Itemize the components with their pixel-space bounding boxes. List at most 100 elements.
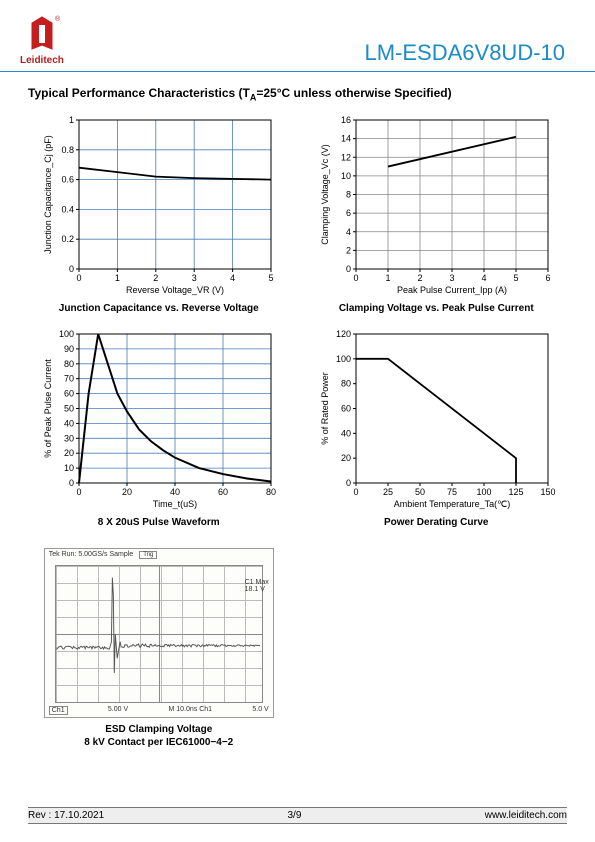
- svg-text:0: 0: [354, 273, 359, 283]
- section-title: Typical Performance Characteristics (TA=…: [0, 72, 595, 112]
- svg-text:2: 2: [418, 273, 423, 283]
- svg-text:®: ®: [55, 15, 61, 23]
- svg-text:100: 100: [59, 329, 74, 339]
- svg-text:Clamping Voltage_Vc (V): Clamping Voltage_Vc (V): [320, 145, 330, 246]
- chart-caption: 8 X 20uS Pulse Waveform: [98, 517, 220, 528]
- svg-text:70: 70: [64, 374, 74, 384]
- page-header: ® Leiditech LM-ESDA6V8UD-10: [0, 0, 595, 72]
- chart-caption: Junction Capacitance vs. Reverse Voltage: [59, 303, 259, 314]
- scope-grid: [55, 565, 263, 703]
- svg-text:4: 4: [346, 227, 351, 237]
- svg-text:6: 6: [346, 209, 351, 219]
- svg-text:60: 60: [64, 389, 74, 399]
- rev-date: 17.10.2021: [54, 810, 104, 821]
- svg-text:125: 125: [509, 487, 524, 497]
- svg-text:0: 0: [346, 478, 351, 488]
- scope-vdiv: 5.00 V: [108, 706, 128, 715]
- chart-derating: 0255075100125150020406080100120Ambient T…: [308, 326, 566, 528]
- svg-text:10: 10: [64, 463, 74, 473]
- scope-trace: [56, 566, 262, 702]
- scope-footer: Ch1 5.00 V M 10.0ns Ch1 5.0 V: [49, 706, 269, 715]
- chart-caption: Power Derating Curve: [384, 517, 488, 528]
- section-title-pre: Typical Performance Characteristics (T: [28, 86, 250, 100]
- svg-text:% of Peak Pulse Current: % of Peak Pulse Current: [43, 359, 53, 458]
- svg-text:80: 80: [266, 487, 276, 497]
- chart-svg: 0255075100125150020406080100120Ambient T…: [316, 326, 556, 511]
- scope-run-label: Tek Run: 5.00GS/s Sample: [49, 551, 133, 559]
- svg-text:150: 150: [541, 487, 556, 497]
- svg-text:3: 3: [191, 273, 196, 283]
- svg-text:6: 6: [546, 273, 551, 283]
- svg-text:1: 1: [69, 115, 74, 125]
- svg-text:0: 0: [69, 478, 74, 488]
- part-number: LM-ESDA6V8UD-10: [364, 40, 565, 66]
- svg-text:4: 4: [230, 273, 235, 283]
- page-footer: Rev : 17.10.2021 3/9 www.leiditech.com: [28, 807, 567, 824]
- svg-text:120: 120: [336, 329, 351, 339]
- brand-logo: ® Leiditech: [20, 15, 64, 66]
- svg-text:10: 10: [341, 171, 351, 181]
- chart-svg: 01234560246810121416Peak Pulse Current_I…: [316, 112, 556, 297]
- svg-text:60: 60: [218, 487, 228, 497]
- footer-url: www.leiditech.com: [485, 810, 567, 821]
- svg-text:16: 16: [341, 115, 351, 125]
- svg-text:20: 20: [341, 454, 351, 464]
- scope-header: Tek Run: 5.00GS/s Sample Trig: [45, 549, 273, 561]
- svg-text:Junction Capacitance_Cj (pF): Junction Capacitance_Cj (pF): [43, 136, 53, 255]
- svg-text:40: 40: [341, 429, 351, 439]
- svg-text:3: 3: [450, 273, 455, 283]
- chart-cap-vs-vr: 0 1 2 3 4 5 0 0.2 0.4 0.6 0.8 1 Reverse Voltage_VR (…: [30, 112, 288, 314]
- oscilloscope-capture: Tek Run: 5.00GS/s Sample Trig C1 Max18.1…: [44, 548, 274, 718]
- chart-svg: 0 1 2 3 4 5 0 0.2 0.4 0.6 0.8 1 Reverse Voltage_VR (…: [39, 112, 279, 297]
- svg-text:0: 0: [76, 487, 81, 497]
- svg-text:Reverse Voltage_VR (V): Reverse Voltage_VR (V): [126, 285, 224, 295]
- chart-esd-scope: Tek Run: 5.00GS/s Sample Trig C1 Max18.1…: [30, 540, 288, 748]
- section-title-post: =25°C unless otherwise Specified): [256, 86, 451, 100]
- chart-subcaption: 8 kV Contact per IEC61000−4−2: [84, 737, 233, 748]
- svg-text:0: 0: [69, 264, 74, 274]
- svg-text:0.2: 0.2: [61, 235, 74, 245]
- svg-text:5: 5: [514, 273, 519, 283]
- svg-text:0.8: 0.8: [61, 145, 74, 155]
- logo-icon: ®: [22, 15, 62, 53]
- svg-text:100: 100: [477, 487, 492, 497]
- svg-text:30: 30: [64, 434, 74, 444]
- svg-text:90: 90: [64, 344, 74, 354]
- svg-text:0: 0: [346, 264, 351, 274]
- rev-label: Rev :: [28, 810, 51, 821]
- chart-pulse: 0204060800102030405060708090100Time_t(uS…: [30, 326, 288, 528]
- svg-text:25: 25: [383, 487, 393, 497]
- footer-page: 3/9: [288, 810, 302, 821]
- svg-text:20: 20: [122, 487, 132, 497]
- svg-text:0.4: 0.4: [61, 205, 74, 215]
- svg-text:5: 5: [268, 273, 273, 283]
- svg-text:80: 80: [341, 379, 351, 389]
- chart-svg: 0204060800102030405060708090100Time_t(uS…: [39, 326, 279, 511]
- svg-text:14: 14: [341, 134, 351, 144]
- svg-text:1: 1: [386, 273, 391, 283]
- svg-text:80: 80: [64, 359, 74, 369]
- chart-caption: ESD Clamping Voltage: [105, 724, 212, 735]
- svg-text:40: 40: [170, 487, 180, 497]
- svg-text:2: 2: [153, 273, 158, 283]
- scope-ch-indicator: Ch1: [49, 706, 68, 715]
- svg-text:2: 2: [346, 246, 351, 256]
- svg-text:50: 50: [415, 487, 425, 497]
- svg-text:60: 60: [341, 404, 351, 414]
- chart-vc-vs-ipp: 01234560246810121416Peak Pulse Current_I…: [308, 112, 566, 314]
- scope-trig-icon: Trig: [139, 551, 157, 559]
- svg-text:75: 75: [447, 487, 457, 497]
- chart-caption: Clamping Voltage vs. Peak Pulse Current: [339, 303, 534, 314]
- svg-text:4: 4: [482, 273, 487, 283]
- footer-rev: Rev : 17.10.2021: [28, 810, 104, 821]
- charts-grid: 01234500.20.40.60.81Reverse Voltage_VR (…: [0, 112, 595, 748]
- svg-text:Ambient Temperature_Ta(℃): Ambient Temperature_Ta(℃): [394, 499, 511, 509]
- brand-name: Leiditech: [20, 55, 64, 66]
- svg-text:1: 1: [115, 273, 120, 283]
- svg-text:0.6: 0.6: [61, 175, 74, 185]
- scope-c1-label: C1 Max18.1 V: [245, 579, 269, 593]
- svg-text:100: 100: [336, 354, 351, 364]
- svg-text:0: 0: [76, 273, 81, 283]
- svg-text:% of Rated Power: % of Rated Power: [320, 373, 330, 446]
- svg-text:50: 50: [64, 404, 74, 414]
